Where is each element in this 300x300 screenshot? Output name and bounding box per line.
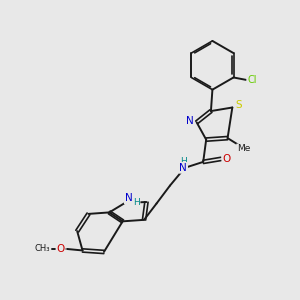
Text: S: S (235, 100, 242, 110)
Text: CH₃: CH₃ (35, 244, 50, 253)
Text: Me: Me (237, 144, 250, 153)
Text: O: O (56, 244, 65, 254)
Text: N: N (186, 116, 194, 126)
Text: H: H (180, 157, 187, 166)
Text: H: H (133, 198, 140, 207)
Text: N: N (125, 194, 133, 203)
Text: Cl: Cl (247, 76, 257, 85)
Text: O: O (222, 154, 230, 164)
Text: N: N (179, 163, 187, 173)
